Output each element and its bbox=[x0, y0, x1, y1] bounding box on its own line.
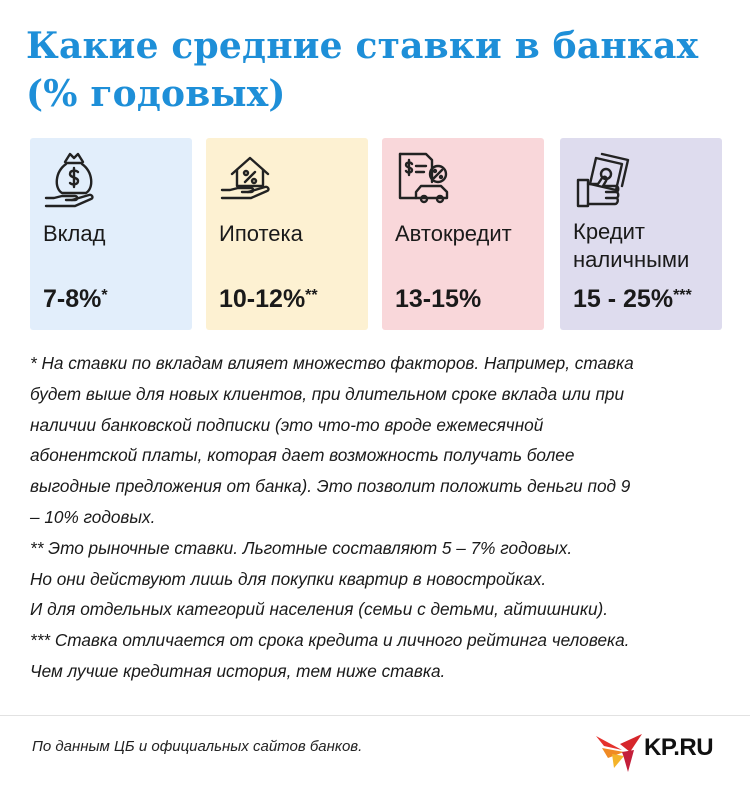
card-value: 10-12%** bbox=[219, 285, 318, 313]
card-auto-loan: Автокредит 13-15% bbox=[382, 138, 544, 330]
source-note: По данным ЦБ и официальных сайтов банков… bbox=[32, 738, 363, 755]
note-line: наличии банковской подписки (это что-то … bbox=[30, 414, 544, 435]
footnote-mark: ** bbox=[305, 287, 318, 304]
note-line: *** Ставка отличается от срока кредита и… bbox=[30, 630, 630, 651]
car-document-percent-icon bbox=[394, 148, 458, 212]
label-line-1: Кредит bbox=[573, 219, 646, 244]
note-line: Чем лучше кредитная история, тем ниже ст… bbox=[30, 660, 446, 681]
footer-divider bbox=[0, 715, 750, 716]
note-line: Но они действуют лишь для покупки кварти… bbox=[30, 568, 547, 589]
card-label: Автокредит bbox=[395, 221, 512, 246]
note-line: абонентской платы, которая дает возможно… bbox=[30, 445, 575, 466]
rate-cards: Вклад 7-8%* Ипотека 10-12%** bbox=[30, 138, 722, 330]
card-label: Вклад bbox=[43, 221, 106, 246]
logo-text: KP.RU bbox=[644, 734, 714, 761]
note-line: * На ставки по вкладам влияет множество … bbox=[30, 353, 634, 373]
footnote-mark: * bbox=[101, 287, 108, 304]
note-line: будет выше для новых клиентов, при длите… bbox=[30, 383, 625, 404]
cash-hand-icon bbox=[572, 148, 636, 212]
bird-logo-icon bbox=[596, 734, 642, 772]
card-value: 13-15% bbox=[395, 285, 482, 313]
footnote-mark: *** bbox=[673, 287, 692, 304]
label-line-2: наличными bbox=[573, 247, 690, 272]
card-deposit: Вклад 7-8%* bbox=[30, 138, 192, 330]
house-percent-hand-icon bbox=[218, 148, 282, 212]
money-bag-hand-icon bbox=[42, 148, 106, 212]
kp-logo: KP.RU bbox=[594, 728, 734, 774]
card-value: 15 - 25%*** bbox=[573, 285, 692, 313]
title-line-1: Какие средние ставки в банках bbox=[26, 25, 699, 67]
card-label: Ипотека bbox=[219, 221, 303, 246]
card-label: Кредит наличными bbox=[573, 218, 721, 274]
note-line: И для отдельных категорий населения (сем… bbox=[30, 599, 609, 620]
page-title: Какие средние ставки в банках (% годовых… bbox=[26, 22, 726, 118]
card-cash-loan: Кредит наличными 15 - 25%*** bbox=[560, 138, 722, 330]
title-line-2: (% годовых) bbox=[26, 73, 286, 115]
note-line: ** Это рыночные ставки. Льготные составл… bbox=[30, 537, 573, 558]
note-line: выгодные предложения от банка). Это позв… bbox=[30, 476, 631, 497]
card-mortgage: Ипотека 10-12%** bbox=[206, 138, 368, 330]
card-value: 7-8%* bbox=[43, 285, 108, 313]
note-line: – 10% годовых. bbox=[30, 506, 156, 527]
footnotes: * На ставки по вкладам влияет множество … bbox=[30, 348, 730, 687]
